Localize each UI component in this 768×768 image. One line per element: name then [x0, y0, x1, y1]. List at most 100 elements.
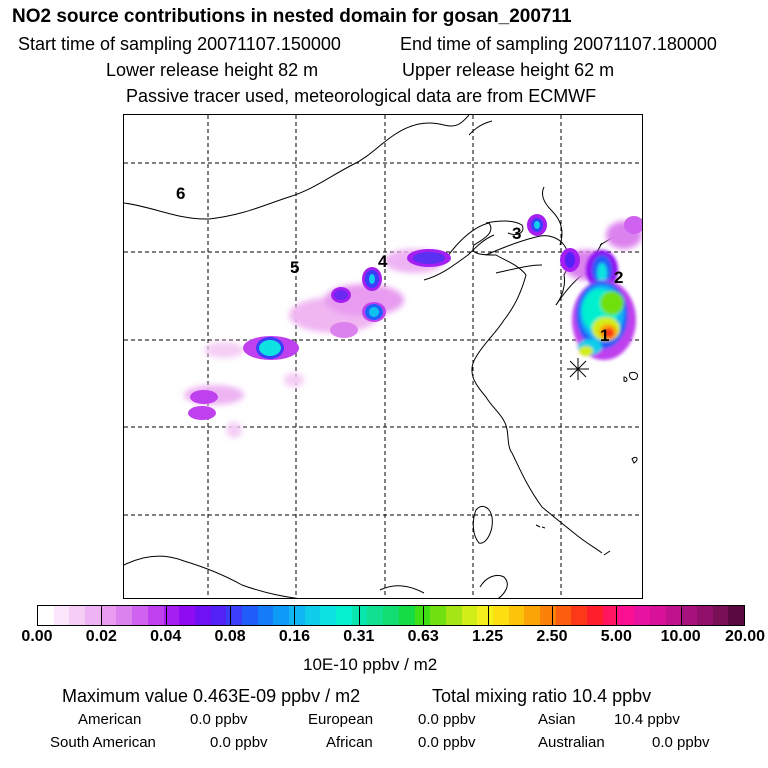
- colorbar-tick-label: 0.04: [150, 628, 182, 645]
- map-panel: 1 2 3 4 5 6: [123, 114, 643, 599]
- colorbar-cell: [38, 606, 54, 625]
- lower-release-height: Lower release height 82 m: [106, 60, 319, 80]
- colorbar-cell: [132, 606, 148, 625]
- colorbar-tick-label: 10.00: [660, 628, 701, 645]
- colorbar-tick-label: 1.25: [471, 628, 504, 645]
- colorbar-cell: [587, 606, 603, 625]
- region-value-american: 0.0 ppbv: [190, 711, 248, 728]
- plume-cores: [188, 214, 642, 420]
- colorbar-cell: [634, 606, 650, 625]
- colorbar-cell: [336, 606, 352, 625]
- colorbar-cell: [430, 606, 446, 625]
- region-name-south-american: South American: [50, 734, 156, 751]
- region-name-australian: Australian: [538, 734, 605, 751]
- colorbar-separator: [358, 605, 360, 626]
- colorbar-separator: [230, 605, 232, 626]
- colorbar-tick-label: 0.16: [278, 628, 311, 645]
- colorbar-cell: [304, 606, 321, 625]
- maximum-value: Maximum value 0.463E-09 ppbv / m2: [62, 686, 361, 706]
- colorbar-tick-label: 0.02: [85, 628, 117, 645]
- region-name-american: American: [78, 711, 142, 728]
- colorbar-cell: [53, 606, 70, 625]
- colorbar-tick-label: 0.00: [21, 628, 53, 645]
- gosan-site-marker: [567, 358, 589, 380]
- korea-hotspot: [572, 250, 636, 360]
- colorbar-cell: [445, 606, 462, 625]
- sampling-start: Start time of sampling 20071107.150000: [18, 34, 341, 54]
- colorbar-cell: [116, 606, 133, 625]
- colorbar-cell: [163, 606, 180, 625]
- colorbar: [37, 605, 745, 626]
- colorbar-cell: [492, 606, 509, 625]
- colorbar-cell: [69, 606, 86, 625]
- colorbar-cell: [461, 606, 478, 625]
- colorbar-cell: [194, 606, 211, 625]
- colorbar-cell: [289, 606, 305, 625]
- colorbar-cell: [367, 606, 384, 625]
- colorbar-separator: [294, 605, 296, 626]
- colorbar-cell: [226, 606, 242, 625]
- colorbar-separator: [680, 605, 682, 626]
- colorbar-separator: [551, 605, 553, 626]
- colorbar-unit: 10E-10 ppbv / m2: [303, 655, 438, 674]
- colorbar-cell: [728, 606, 744, 625]
- region-name-african: African: [326, 734, 373, 751]
- source-label-6: 6: [176, 184, 185, 203]
- colorbar-cell: [147, 606, 164, 625]
- region-value-asian: 10.4 ppbv: [614, 711, 680, 728]
- colorbar-cell: [524, 606, 540, 625]
- colorbar-cell: [665, 606, 682, 625]
- colorbar-tick-label: 2.50: [536, 628, 568, 645]
- colorbar-cell: [618, 606, 635, 625]
- source-label-2: 2: [614, 268, 623, 287]
- colorbar-separator: [487, 605, 489, 626]
- colorbar-cell: [696, 606, 713, 625]
- region-value-australian: 0.0 ppbv: [652, 734, 710, 751]
- upper-release-height: Upper release height 62 m: [402, 60, 615, 80]
- colorbar-cell: [100, 606, 117, 625]
- colorbar-separator: [423, 605, 425, 626]
- colorbar-cell: [649, 606, 666, 625]
- colorbar-tick-label: 0.08: [214, 628, 246, 645]
- source-label-4: 4: [378, 252, 388, 271]
- colorbar-cell: [179, 606, 195, 625]
- colorbar-separator: [101, 605, 103, 626]
- colorbar-cell: [257, 606, 274, 625]
- colorbar-separator: [165, 605, 167, 626]
- colorbar-cell: [477, 606, 493, 625]
- region-name-asian: Asian: [538, 711, 576, 728]
- colorbar-tick-label: 5.00: [600, 628, 632, 645]
- source-label-1: 1: [600, 326, 609, 345]
- colorbar-cell: [508, 606, 525, 625]
- colorbar-tick-label: 20.00: [724, 628, 766, 645]
- colorbar-tick-label: 0.31: [343, 628, 375, 645]
- source-label-5: 5: [290, 258, 299, 277]
- map-title: NO2 source contributions in nested domai…: [12, 6, 572, 27]
- islands: [472, 372, 639, 556]
- colorbar-cell: [320, 606, 337, 625]
- colorbar-cell: [555, 606, 572, 625]
- source-label-3: 3: [512, 224, 521, 243]
- colorbar-cell: [540, 606, 556, 625]
- total-mixing-ratio: Total mixing ratio 10.4 ppbv: [432, 686, 652, 706]
- region-value-african: 0.0 ppbv: [418, 734, 476, 751]
- region-value-european: 0.0 ppbv: [418, 711, 476, 728]
- colorbar-cell: [414, 606, 431, 625]
- colorbar-cell: [85, 606, 101, 625]
- colorbar-cell: [273, 606, 289, 625]
- colorbar-separator: [616, 605, 618, 626]
- coastlines: [124, 115, 642, 598]
- colorbar-cell: [681, 606, 697, 625]
- tracer-note: Passive tracer used, meteorological data…: [126, 86, 597, 106]
- colorbar-cell: [571, 606, 588, 625]
- colorbar-cell: [383, 606, 399, 625]
- colorbar-cell: [241, 606, 258, 625]
- colorbar-cell: [602, 606, 619, 625]
- colorbar-cell: [398, 606, 415, 625]
- graticule: [124, 115, 642, 598]
- colorbar-cell: [210, 606, 227, 625]
- region-name-european: European: [308, 711, 374, 728]
- colorbar-tick-label: 0.63: [407, 628, 439, 645]
- region-value-south-american: 0.0 ppbv: [210, 734, 268, 751]
- map-canvas: 1 2 3 4 5 6: [124, 115, 642, 598]
